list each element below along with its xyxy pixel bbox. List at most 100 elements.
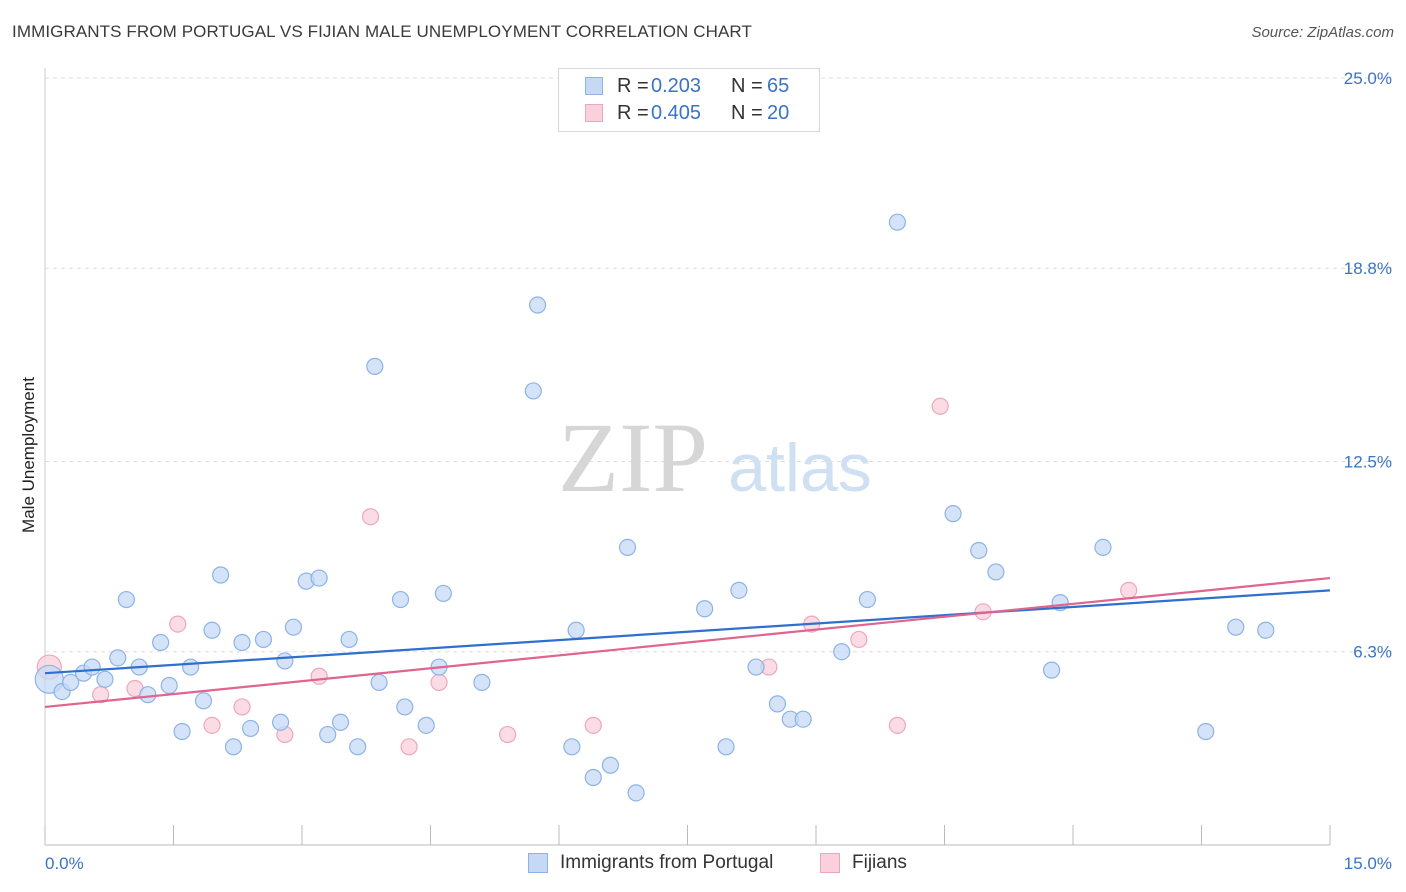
tick-labels: 6.3% 12.5% 18.8% 25.0% 0.0% 15.0% Male Unemplo… bbox=[19, 69, 1392, 873]
portugal-point bbox=[417, 716, 435, 734]
n-value: 20 bbox=[767, 102, 790, 124]
legend-label-portugal: Immigrants from Portugal bbox=[560, 852, 774, 873]
fijians-point bbox=[1120, 581, 1138, 599]
y-tick-label: 6.3% bbox=[1353, 643, 1392, 662]
fijians-point bbox=[310, 667, 328, 685]
portugal-point bbox=[254, 630, 273, 649]
portugal-point bbox=[117, 590, 135, 609]
portugal-point bbox=[319, 725, 337, 744]
portugal-point bbox=[284, 618, 303, 636]
y-tick-label: 18.8% bbox=[1344, 259, 1392, 278]
portugal-swatch bbox=[585, 77, 603, 95]
fijians-swatch bbox=[585, 104, 603, 122]
grid bbox=[45, 77, 1392, 653]
r-value: 0.405 bbox=[651, 102, 702, 124]
fijians-point bbox=[361, 508, 380, 526]
fijians-point bbox=[400, 738, 418, 756]
portugal-point bbox=[349, 738, 367, 756]
portugal-point bbox=[987, 563, 1005, 581]
portugal-point bbox=[139, 686, 157, 704]
portugal-point bbox=[1197, 722, 1215, 741]
portugal-point bbox=[528, 296, 547, 314]
n-value: 65 bbox=[767, 75, 790, 97]
portugal-point bbox=[203, 621, 221, 639]
portugal-point bbox=[391, 590, 410, 609]
x-tick-label: 15.0% bbox=[1344, 854, 1392, 873]
portugal-point bbox=[1094, 538, 1112, 557]
portugal-point bbox=[567, 621, 585, 639]
portugal-point bbox=[331, 713, 350, 731]
portugal-point bbox=[524, 382, 542, 400]
fijians-point bbox=[850, 630, 868, 649]
portugal-swatch bbox=[528, 853, 548, 873]
trend-lines bbox=[44, 576, 1331, 709]
y-axis-label: Male Unemployment bbox=[19, 377, 38, 533]
portugal-point bbox=[618, 538, 637, 557]
fijians-point bbox=[233, 698, 251, 716]
fijians-point bbox=[203, 716, 221, 734]
portugal-point bbox=[888, 213, 906, 231]
r-value: 0.203 bbox=[651, 75, 702, 97]
legend-label-fijians: Fijians bbox=[852, 852, 907, 873]
portugal-point bbox=[276, 652, 294, 670]
portugal-point bbox=[833, 643, 851, 661]
n-label: N = bbox=[731, 75, 763, 97]
watermark-atlas: atlas bbox=[728, 430, 872, 506]
portugal-trend-line bbox=[44, 589, 1331, 675]
portugal-point bbox=[212, 566, 230, 584]
portugal-point bbox=[1042, 661, 1061, 679]
chart-title: IMMIGRANTS FROM PORTUGAL VS FIJIAN MALE … bbox=[12, 22, 752, 41]
portugal-point bbox=[173, 722, 191, 741]
portugal-point bbox=[160, 676, 178, 695]
y-tick-label: 12.5% bbox=[1344, 453, 1392, 472]
portugal-point bbox=[434, 584, 452, 603]
fijians-point bbox=[499, 725, 517, 744]
r-label: R = bbox=[617, 75, 649, 97]
fijians-point bbox=[430, 673, 448, 691]
portugal-point bbox=[747, 658, 765, 676]
portugal-point bbox=[182, 658, 200, 676]
n-label: N = bbox=[731, 102, 763, 124]
portugal-point bbox=[271, 713, 290, 731]
fijians-point bbox=[888, 716, 906, 734]
portugal-point bbox=[370, 673, 388, 691]
r-label: R = bbox=[617, 102, 649, 124]
portugal-point bbox=[96, 670, 114, 688]
watermark: ZIP atlas bbox=[558, 402, 872, 513]
correlation-legend: R = 0.203 N = 65 R = 0.405 N = 20 bbox=[558, 68, 820, 132]
portugal-point bbox=[310, 569, 328, 587]
fijians-point bbox=[931, 397, 949, 415]
portugal-point bbox=[152, 633, 170, 652]
portugal-point bbox=[366, 357, 384, 375]
watermark-zip: ZIP bbox=[558, 402, 708, 513]
portugal-point bbox=[717, 738, 735, 756]
portugal-point bbox=[194, 692, 213, 710]
portugal-point bbox=[396, 698, 414, 716]
portugal-point bbox=[242, 719, 260, 738]
portugal-point bbox=[340, 630, 358, 649]
portugal-point bbox=[83, 658, 101, 676]
portugal-point bbox=[109, 649, 127, 667]
portugal-point bbox=[944, 505, 962, 523]
x-tick-label: 0.0% bbox=[45, 854, 84, 873]
axes bbox=[44, 68, 1331, 846]
portugal-point bbox=[970, 541, 988, 560]
portugal-point bbox=[858, 590, 877, 609]
fijians-swatch bbox=[820, 853, 840, 873]
portugal-point bbox=[794, 710, 812, 728]
fijians-trend-line bbox=[44, 576, 1331, 709]
portugal-point bbox=[473, 673, 491, 691]
portugal-point bbox=[768, 695, 787, 713]
portugal-point bbox=[62, 673, 80, 691]
portugal-point bbox=[224, 738, 243, 756]
y-tick-label: 25.0% bbox=[1344, 69, 1392, 88]
source-credit: Source: ZipAtlas.com bbox=[1251, 24, 1394, 41]
portugal-point bbox=[696, 600, 714, 618]
portugal-point bbox=[233, 633, 251, 652]
portugal-point bbox=[627, 784, 645, 802]
portugal-point bbox=[1257, 621, 1275, 639]
portugal-point bbox=[601, 756, 620, 774]
portugal-point bbox=[730, 581, 748, 599]
fijians-point bbox=[169, 615, 187, 633]
